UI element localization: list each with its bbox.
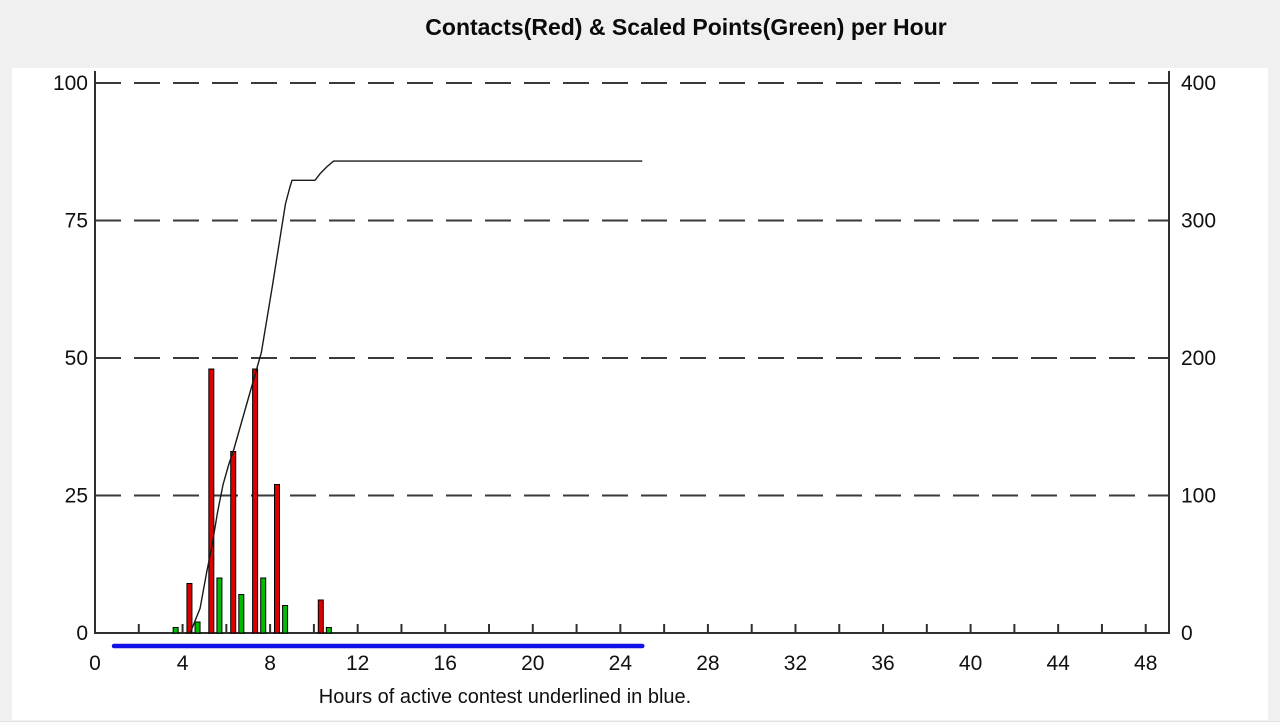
right-axis-tick-label: 100 (1181, 485, 1216, 508)
bottom-window-edge (0, 721, 1280, 726)
chart-title: Contacts(Red) & Scaled Points(Green) per… (425, 14, 947, 40)
x-axis-tick-label: 16 (434, 652, 457, 675)
points-bar (238, 594, 245, 634)
left-axis-tick-label: 25 (65, 485, 88, 508)
left-axis-tick-label: 100 (53, 72, 88, 95)
contacts-bar (186, 583, 193, 634)
points-bar (325, 627, 332, 634)
right-axis-tick-label: 0 (1181, 622, 1193, 645)
right-axis-tick-label: 300 (1181, 210, 1216, 233)
left-axis-tick-label: 50 (65, 347, 88, 370)
cumulative-line (189, 160, 643, 634)
contacts-bar (317, 599, 324, 634)
x-axis-tick-label: 44 (1046, 652, 1070, 675)
x-axis-tick-label: 0 (89, 652, 101, 675)
contacts-bar (230, 451, 237, 634)
points-bar (282, 605, 289, 634)
left-axis-tick-label: 0 (76, 622, 88, 645)
right-axis-tick-label: 200 (1181, 347, 1216, 370)
contacts-bar (273, 484, 280, 634)
x-axis-tick-label: 36 (871, 652, 894, 675)
left-axis-tick-label: 75 (65, 210, 88, 233)
x-axis-tick-label: 4 (177, 652, 189, 675)
x-axis-tick-label: 24 (609, 652, 633, 675)
right-axis-tick-label: 400 (1181, 72, 1216, 95)
points-bar (216, 577, 223, 634)
x-axis-tick-label: 48 (1134, 652, 1157, 675)
contacts-bar (208, 368, 215, 634)
x-axis-tick-label: 32 (784, 652, 807, 675)
points-bar (260, 577, 267, 634)
x-axis-tick-label: 28 (696, 652, 719, 675)
x-axis-tick-label: 20 (521, 652, 544, 675)
x-axis-tick-label: 40 (959, 652, 982, 675)
points-bar (172, 627, 179, 634)
x-axis-caption: Hours of active contest underlined in bl… (318, 686, 692, 708)
x-axis-tick-label: 12 (346, 652, 369, 675)
points-bar (194, 621, 201, 634)
contacts-bar (252, 368, 259, 634)
x-axis-tick-label: 8 (264, 652, 276, 675)
